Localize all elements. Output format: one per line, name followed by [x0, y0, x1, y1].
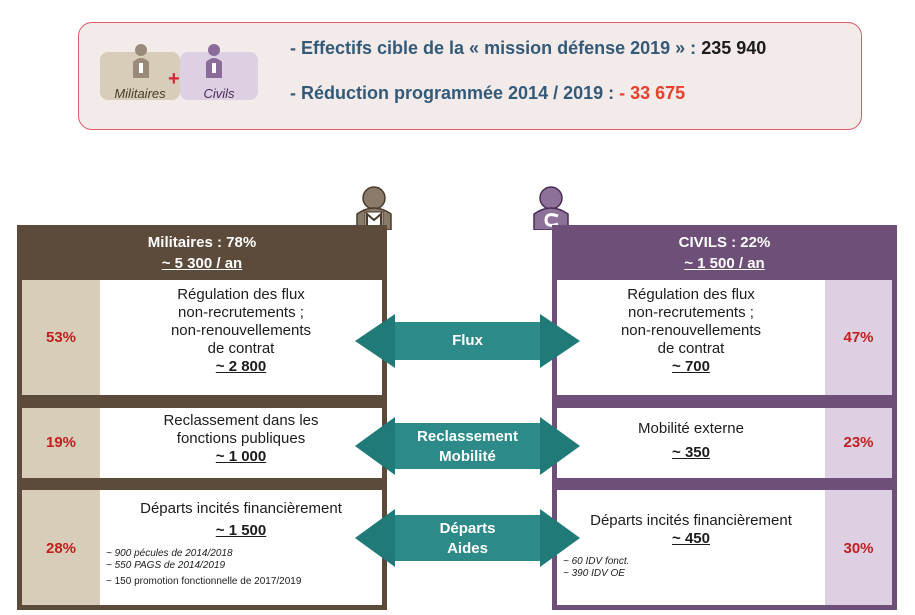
flux-arrow-label: Flux: [452, 332, 483, 349]
reclassement-arrow: [355, 417, 580, 475]
civil-departs-value: ~ 450: [672, 530, 710, 547]
target-headcount-line: - Effectifs cible de la « mission défens…: [290, 38, 766, 59]
military-departs-notes: ~ 900 pécules de 2014/2018 ~ 550 PAGS de…: [106, 548, 302, 587]
civil-mobilite-cell: Mobilité externe ~ 350: [557, 408, 825, 478]
military-header: Militaires : 78% ~ 5 300 / an: [17, 225, 387, 273]
civil-badge-icon: [533, 186, 569, 230]
civil-departs-cell: Départs incités financièrement ~ 450 ~ 6…: [557, 490, 825, 605]
civil-pct-departs: 30%: [825, 490, 892, 605]
civil-title: CIVILS : 22%: [678, 234, 771, 251]
flux-arrow: [355, 314, 580, 368]
military-reclassement-value: ~ 1 000: [215, 448, 267, 465]
civil-pct-mobilite: 23%: [825, 408, 892, 478]
military-pct-departs: 28%: [22, 490, 100, 605]
military-flux-value: ~ 2 800: [215, 358, 267, 375]
civil-per-year: ~ 1 500 / an: [684, 255, 765, 272]
civil-flux-value: ~ 700: [672, 358, 710, 375]
civil-mobilite-value: ~ 350: [672, 444, 710, 461]
civil-flux-cell: Régulation des flux non-recrutements ; n…: [557, 280, 825, 395]
target-value: 235 940: [701, 38, 767, 58]
departs-arrow: [355, 509, 580, 567]
reduction-label: - Réduction programmée 2014 / 2019 :: [290, 83, 615, 103]
military-pct-flux: 53%: [22, 280, 100, 395]
civil-pct-flux: 47%: [825, 280, 892, 395]
military-reclassement-cell: Reclassement dans les fonctions publique…: [100, 408, 382, 478]
military-title: Militaires : 78%: [147, 234, 257, 251]
target-label: - Effectifs cible de la « mission défens…: [290, 38, 697, 58]
military-departs-cell: Départs incités financièrement ~ 1 500 ~…: [100, 490, 382, 605]
civil-departs-notes: ~ 60 IDV fonct. ~ 390 IDV OE: [563, 556, 630, 579]
plus-sign: +: [168, 68, 180, 90]
military-per-year: ~ 5 300 / an: [161, 255, 243, 272]
civil-person-icon: [206, 44, 222, 78]
military-person-icon: [133, 44, 149, 78]
military-flux-cell: Régulation des flux non-recrutements ; n…: [100, 280, 382, 395]
military-pct-reclassement: 19%: [22, 408, 100, 478]
departs-arrow-label: Départs Aides: [439, 520, 496, 557]
reduction-line: - Réduction programmée 2014 / 2019 : - 3…: [290, 83, 685, 104]
reclassement-arrow-label: Reclassement Mobilité: [417, 428, 518, 465]
reduction-value: - 33 675: [619, 83, 686, 103]
military-departs-value: ~ 1 500: [215, 522, 267, 539]
civil-header: CIVILS : 22% ~ 1 500 / an: [552, 225, 897, 273]
military-badge-icon: [356, 186, 392, 230]
